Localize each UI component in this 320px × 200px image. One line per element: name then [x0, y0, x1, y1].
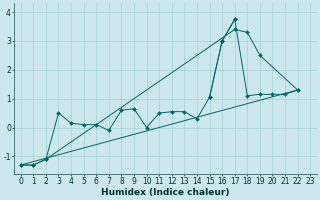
X-axis label: Humidex (Indice chaleur): Humidex (Indice chaleur) — [101, 188, 230, 197]
